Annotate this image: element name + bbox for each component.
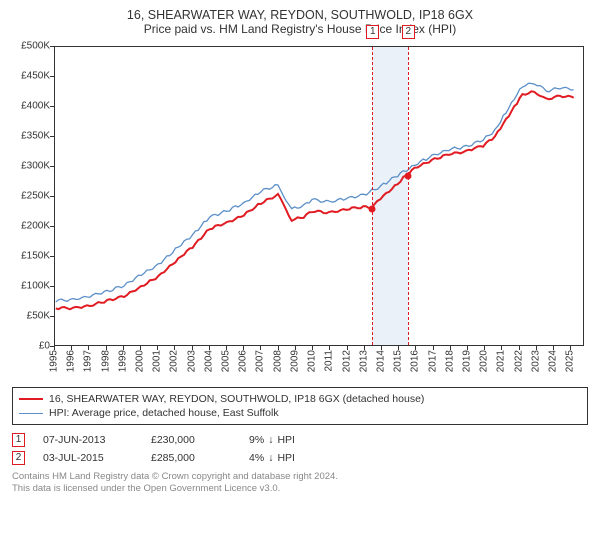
x-tick-label: 2006 [238,350,249,372]
y-tick-mark [50,46,54,47]
y-tick-mark [50,166,54,167]
y-tick-label: £400K [21,101,50,112]
down-arrow-icon: ↓ [268,452,273,464]
y-tick-mark [50,106,54,107]
x-tick-label: 2003 [186,350,197,372]
x-tick-label: 2020 [479,350,490,372]
chart-title-block: 16, SHEARWATER WAY, REYDON, SOUTHWOLD, I… [12,8,588,36]
sale-change-vs: HPI [277,452,295,464]
y-tick-label: £50K [27,311,50,322]
y-tick-mark [50,196,54,197]
x-tick-label: 2022 [513,350,524,372]
legend-swatch [19,413,43,414]
x-tick-label: 2008 [272,350,283,372]
sale-marker-label: 2 [402,25,415,39]
title-subtitle: Price paid vs. HM Land Registry's House … [12,22,588,36]
sale-change-pct: 9% [249,434,264,446]
sale-row-marker: 2 [12,451,25,465]
attribution-line1: Contains HM Land Registry data © Crown c… [12,471,588,483]
x-tick-label: 2009 [289,350,300,372]
x-tick-label: 2021 [496,350,507,372]
x-tick-label: 2023 [530,350,541,372]
y-tick-label: £250K [21,191,50,202]
series-hpi [56,83,574,302]
sale-marker-label: 1 [366,25,379,39]
y-tick-mark [50,76,54,77]
x-tick-label: 2017 [427,350,438,372]
y-tick-label: £300K [21,161,50,172]
sale-marker-line [408,47,409,345]
x-tick-label: 2004 [203,350,214,372]
x-tick-label: 2012 [341,350,352,372]
x-tick-label: 1998 [100,350,111,372]
attribution: Contains HM Land Registry data © Crown c… [12,471,588,496]
legend-swatch [19,398,43,400]
sale-change: 4% ↓ HPI [249,452,588,464]
sale-price-dot [404,173,411,180]
sale-row: 1 07-JUN-2013 £230,000 9% ↓ HPI [12,433,588,447]
x-tick-label: 2013 [358,350,369,372]
x-tick-label: 2000 [135,350,146,372]
x-tick-label: 1999 [117,350,128,372]
chart: 12 £0£50K£100K£150K£200K£250K£300K£350K£… [12,42,588,387]
y-tick-mark [50,136,54,137]
legend: 16, SHEARWATER WAY, REYDON, SOUTHWOLD, I… [12,387,588,425]
y-tick-mark [50,226,54,227]
sale-date: 03-JUL-2015 [43,452,133,464]
down-arrow-icon: ↓ [268,434,273,446]
x-tick-label: 2010 [307,350,318,372]
x-tick-label: 2011 [324,350,335,372]
x-tick-label: 2025 [565,350,576,372]
legend-label: 16, SHEARWATER WAY, REYDON, SOUTHWOLD, I… [49,393,424,405]
sale-date: 07-JUN-2013 [43,434,133,446]
plot-area: 12 [54,46,584,346]
series-property [56,91,574,309]
sale-price: £285,000 [151,452,231,464]
y-tick-label: £500K [21,41,50,52]
line-series-svg [55,47,583,345]
sale-change-pct: 4% [249,452,264,464]
sale-price-dot [369,206,376,213]
x-tick-label: 2005 [221,350,232,372]
legend-row: 16, SHEARWATER WAY, REYDON, SOUTHWOLD, I… [19,392,581,406]
y-tick-label: £150K [21,251,50,262]
x-tick-label: 2018 [444,350,455,372]
attribution-line2: This data is licensed under the Open Gov… [12,483,588,495]
y-tick-label: £100K [21,281,50,292]
y-tick-mark [50,256,54,257]
y-tick-label: £350K [21,131,50,142]
legend-row: HPI: Average price, detached house, East… [19,406,581,420]
x-tick-label: 1997 [83,350,94,372]
x-tick-label: 2007 [255,350,266,372]
x-tick-label: 2016 [410,350,421,372]
x-tick-label: 1995 [49,350,60,372]
sale-price: £230,000 [151,434,231,446]
y-tick-label: £450K [21,71,50,82]
sale-row-marker: 1 [12,433,25,447]
x-tick-label: 2001 [152,350,163,372]
sale-change-vs: HPI [277,434,295,446]
y-tick-mark [50,286,54,287]
x-tick-label: 2015 [393,350,404,372]
sale-change: 9% ↓ HPI [249,434,588,446]
x-tick-label: 2019 [461,350,472,372]
x-tick-label: 2014 [375,350,386,372]
x-tick-label: 2024 [548,350,559,372]
x-tick-label: 1996 [66,350,77,372]
x-tick-label: 2002 [169,350,180,372]
y-tick-label: £200K [21,221,50,232]
y-tick-mark [50,316,54,317]
legend-label: HPI: Average price, detached house, East… [49,407,279,419]
sales-table: 1 07-JUN-2013 £230,000 9% ↓ HPI 2 03-JUL-2015 £2… [12,433,588,465]
sale-marker-line [372,47,373,345]
sale-row: 2 03-JUL-2015 £285,000 4% ↓ HPI [12,451,588,465]
title-address: 16, SHEARWATER WAY, REYDON, SOUTHWOLD, I… [12,8,588,22]
